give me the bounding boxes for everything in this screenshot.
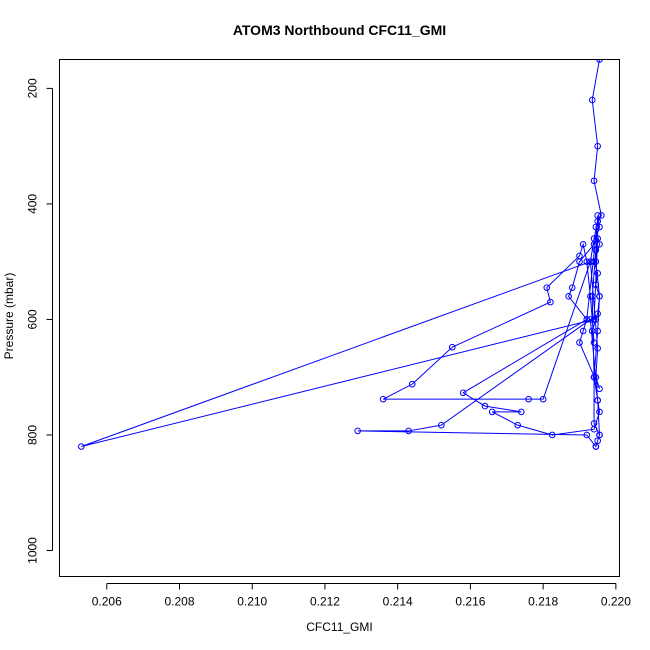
x-tick-label: 0.212	[310, 595, 340, 609]
data-point	[583, 316, 591, 323]
y-tick-label: 200	[26, 78, 40, 98]
data-point	[568, 284, 576, 291]
x-tick-label: 0.216	[455, 595, 485, 609]
y-tick-label: 600	[26, 309, 40, 329]
data-point	[592, 223, 600, 231]
x-tick-label: 0.208	[164, 595, 194, 609]
data-point	[588, 96, 596, 104]
data-point	[565, 293, 572, 300]
x-tick-label: 0.206	[92, 595, 122, 609]
data-point	[590, 258, 598, 265]
y-tick-label: 1000	[26, 537, 40, 564]
x-tick-label: 0.214	[383, 595, 413, 609]
data-point	[354, 427, 361, 435]
data-point	[594, 437, 601, 445]
data-point	[583, 258, 591, 265]
data-point	[590, 177, 598, 185]
data-point	[596, 385, 603, 393]
data-point	[587, 293, 594, 300]
data-point	[594, 397, 601, 404]
y-tick-label: 400	[26, 194, 40, 214]
data-point	[543, 284, 551, 291]
data-point	[590, 420, 598, 427]
data-point	[594, 327, 601, 335]
x-tick-label: 0.220	[601, 595, 631, 609]
data-point	[379, 395, 387, 403]
data-point	[579, 327, 587, 335]
data-point	[405, 427, 412, 435]
data-point	[596, 293, 603, 300]
data-point	[459, 389, 467, 397]
data-point	[438, 421, 445, 429]
data-point	[592, 258, 600, 265]
data-point	[408, 380, 416, 388]
data-point	[576, 339, 583, 346]
data-point	[594, 310, 601, 317]
data-point	[590, 339, 598, 346]
data-point	[594, 269, 601, 277]
data-point	[592, 373, 600, 381]
data-point	[596, 408, 603, 416]
data-point	[592, 246, 600, 254]
data-point	[594, 212, 601, 219]
plot-frame	[59, 59, 620, 577]
y-axis-label: Pressure (mbar)	[2, 273, 16, 360]
y-tick-label: 800	[26, 425, 40, 445]
series-lines	[81, 59, 602, 448]
chart-title: ATOM3 Northbound CFC11_GMI	[233, 22, 446, 38]
data-point	[448, 343, 456, 351]
data-point	[590, 373, 598, 381]
data-point	[590, 316, 598, 323]
data-point	[596, 223, 603, 231]
data-point	[587, 316, 594, 323]
data-point	[592, 443, 600, 450]
x-tick-label: 0.210	[237, 595, 267, 609]
data-point	[488, 408, 496, 416]
data-point	[588, 293, 596, 300]
data-point	[547, 298, 554, 306]
x-tick-label: 0.218	[528, 595, 558, 609]
data-point	[525, 395, 532, 403]
data-point	[594, 142, 601, 150]
x-axis: 0.206 0.208 0.210 0.212 0.214 0.216 0.218 0.220	[92, 583, 631, 609]
data-point	[596, 431, 603, 439]
data-point	[594, 235, 601, 242]
data-point	[481, 402, 489, 410]
data-point	[598, 212, 605, 219]
data-point	[579, 241, 587, 248]
y-axis: 200 400 600 800 1000	[26, 78, 53, 564]
data-point	[592, 281, 600, 289]
data-point	[590, 241, 598, 248]
data-point	[539, 395, 547, 403]
x-axis-label: CFC11_GMI	[306, 620, 372, 634]
data-point	[548, 431, 556, 439]
data-point	[576, 258, 583, 265]
data-point	[594, 345, 601, 352]
data-point	[583, 431, 591, 439]
data-point	[78, 443, 85, 450]
series-line	[81, 59, 602, 448]
data-point	[518, 408, 525, 416]
data-point	[514, 421, 521, 429]
